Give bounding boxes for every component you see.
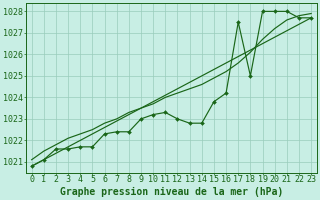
X-axis label: Graphe pression niveau de la mer (hPa): Graphe pression niveau de la mer (hPa) — [60, 187, 283, 197]
